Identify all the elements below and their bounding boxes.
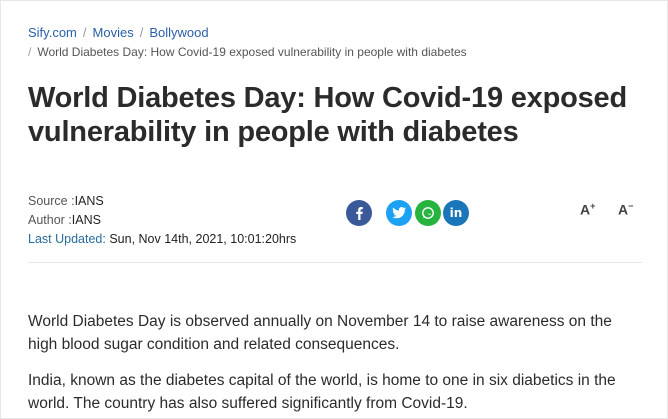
article-title: World Diabetes Day: How Covid-19 exposed…: [28, 82, 627, 148]
breadcrumb: Sify.com / Movies / Bollywood: [28, 25, 209, 41]
author-value: IANS: [71, 213, 101, 227]
updated-line: Last Updated: Sun, Nov 14th, 2021, 10:01…: [28, 230, 296, 249]
share-linkedin-button[interactable]: in: [443, 200, 469, 226]
font-increase-symbol: +: [590, 201, 596, 211]
breadcrumb-link-movies[interactable]: Movies: [92, 25, 134, 40]
source-value: IANS: [74, 194, 104, 208]
updated-value: Sun, Nov 14th, 2021, 10:01:20hrs: [109, 232, 297, 246]
font-decrease-button[interactable]: A−: [618, 201, 633, 218]
source-line: Source :IANS: [28, 192, 296, 211]
breadcrumb-current: / World Diabetes Day: How Covid-19 expose…: [28, 45, 467, 60]
divider: [28, 262, 642, 263]
updated-label: Last Updated:: [28, 232, 106, 246]
author-label: Author :: [28, 213, 72, 227]
share-whatsapp-button[interactable]: [415, 200, 441, 226]
author-line: Author :IANS: [28, 211, 296, 230]
font-decrease-letter: A: [618, 201, 629, 218]
share-twitter-button[interactable]: [386, 200, 412, 226]
article-paragraph: India, known as the diabetes capital of …: [28, 372, 616, 412]
breadcrumb-link-home[interactable]: Sify.com: [28, 25, 77, 40]
font-increase-letter: A: [580, 201, 591, 218]
article-meta: Source :IANS Author :IANS Last Updated: …: [28, 192, 296, 249]
linkedin-icon: in: [449, 206, 463, 220]
source-label: Source :: [28, 194, 75, 208]
breadcrumb-separator: /: [139, 25, 144, 40]
breadcrumb-link-bollywood[interactable]: Bollywood: [149, 25, 209, 40]
breadcrumb-separator: /: [28, 45, 32, 59]
facebook-icon: [356, 207, 363, 220]
breadcrumb-separator: /: [82, 25, 87, 40]
font-decrease-symbol: −: [628, 201, 634, 211]
article-paragraph: World Diabetes Day is observed annually …: [28, 313, 612, 353]
font-increase-button[interactable]: A+: [580, 201, 595, 218]
whatsapp-icon: [422, 207, 434, 219]
share-facebook-button[interactable]: [346, 200, 372, 226]
breadcrumb-current-title: World Diabetes Day: How Covid-19 exposed…: [37, 45, 467, 59]
twitter-icon: [392, 207, 406, 219]
